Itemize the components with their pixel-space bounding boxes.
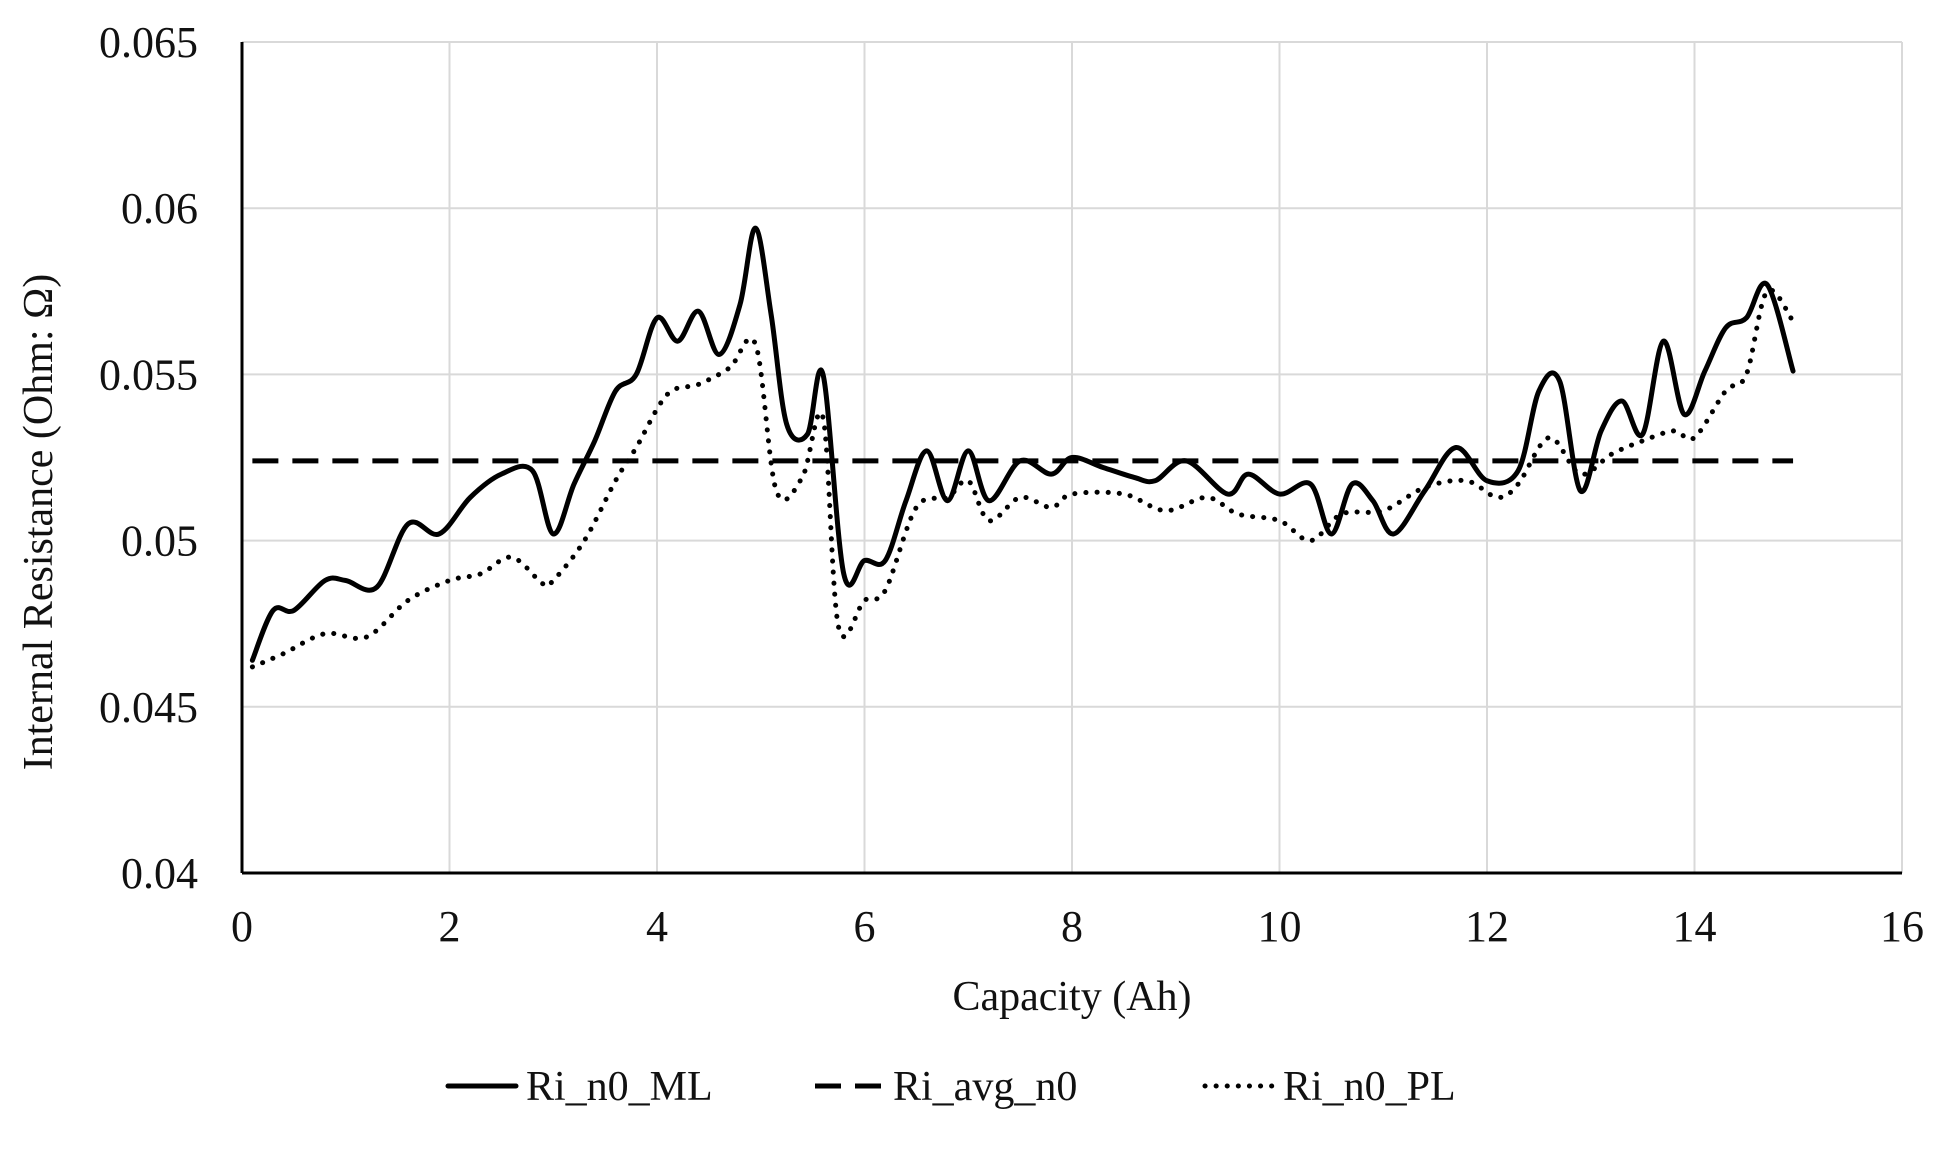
x-tick-label: 0 [231, 902, 253, 951]
legend: Ri_n0_ML Ri_avg_n0 Ri_n0_PL [445, 1064, 1456, 1110]
x-axis-title: Capacity (Ah) [952, 974, 1191, 1020]
x-tick-label: 16 [1880, 902, 1924, 951]
y-axis-title: Internal Resistance (Ohm: Ω) [16, 274, 62, 771]
axes [240, 42, 1902, 875]
series-line-ri-n0-pl [249, 287, 1796, 670]
x-tick-label: 4 [646, 902, 668, 951]
tick-labels: 0 2 4 6 8 10 12 14 16 0.04 0.045 0.05 0.055 0.06 0.065 [99, 18, 1924, 951]
y-tick-label: 0.04 [121, 849, 198, 898]
gridlines [242, 41, 1903, 873]
x-tick-label: 6 [854, 902, 876, 951]
legend-label: Ri_n0_ML [526, 1064, 713, 1110]
legend-label: Ri_n0_PL [1283, 1064, 1456, 1110]
y-tick-label: 0.045 [99, 683, 198, 732]
x-tick-label: 12 [1465, 902, 1509, 951]
series-line-ri-n0-ml [249, 225, 1796, 663]
y-tick-label: 0.05 [121, 517, 198, 566]
x-tick-label: 8 [1061, 902, 1083, 951]
y-tick-label: 0.06 [121, 184, 198, 233]
series-lines [249, 225, 1796, 670]
x-tick-label: 14 [1673, 902, 1717, 951]
y-tick-label: 0.055 [99, 350, 198, 399]
legend-label: Ri_avg_n0 [893, 1064, 1077, 1110]
x-tick-label: 2 [439, 902, 461, 951]
y-tick-label: 0.065 [99, 18, 198, 67]
x-tick-label: 10 [1258, 902, 1302, 951]
